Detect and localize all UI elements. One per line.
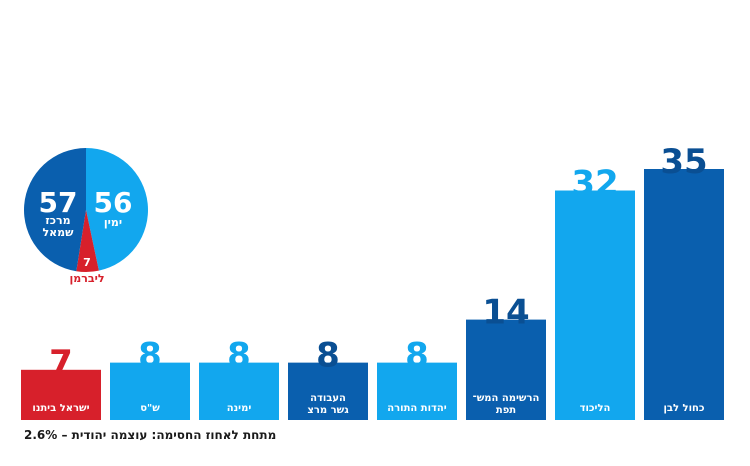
threshold-footnote: מתחת לאחוז החסימה: עוצמה יהודית – 2.6% — [24, 428, 277, 442]
bar — [644, 169, 724, 420]
bar-value-label: 32 — [571, 164, 618, 204]
bar — [377, 362, 457, 420]
bar-value-label: 8 — [405, 336, 429, 376]
pie-slice — [86, 148, 148, 271]
pie-slice-label: ליברמן — [70, 272, 105, 285]
bar — [555, 190, 635, 420]
bar-category-label: העבודה גשר מרצ — [307, 393, 349, 416]
bar-category-label: יהדות התורה — [387, 403, 447, 414]
bar-category-label: הרשימה המש־ תפת — [473, 393, 540, 416]
bar-category-label: ש"ס — [140, 403, 160, 414]
bar — [288, 362, 368, 420]
pie-value-label: 56 — [94, 186, 133, 219]
bar-category-label: ישראל ביתנו — [32, 403, 89, 414]
bar-value-label: 8 — [227, 336, 251, 376]
pie-slice — [24, 148, 87, 272]
bar — [21, 369, 101, 420]
bar-value-label: 8 — [138, 336, 162, 376]
bar-value-label: 14 — [482, 293, 529, 333]
bar-value-label: 35 — [660, 142, 707, 182]
pie-slice-label: מרכז שמאל — [43, 214, 75, 239]
bars-layer: 35 כחול לבן 32 הליכוד 14 הרשימה המש־ תפת 8 יהדות… — [21, 142, 724, 420]
bar — [199, 362, 279, 420]
pie-value-label: 7 — [83, 256, 91, 269]
pie-slice-label: ימין — [104, 216, 122, 229]
bar — [110, 362, 190, 420]
bar — [466, 319, 546, 420]
bar-category-label: כחול לבן — [663, 403, 704, 414]
bar-category-label: ימינה — [227, 403, 252, 414]
bar-value-label: 8 — [316, 336, 340, 376]
bar-category-label: הליכוד — [580, 403, 611, 414]
pie-slice — [76, 210, 99, 272]
pie-value-label: 57 — [39, 186, 78, 219]
bar-value-label: 7 — [49, 343, 73, 383]
